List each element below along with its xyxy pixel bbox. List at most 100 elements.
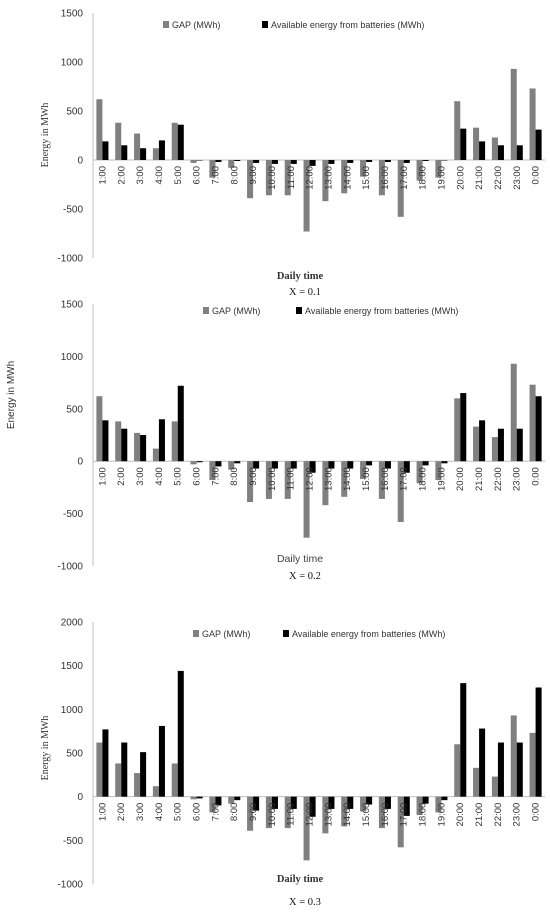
x-tick-label: 1:00 (97, 467, 108, 486)
bar-battery (516, 428, 523, 462)
bar-gap (435, 796, 442, 813)
legend-label-gap: GAP (MWh) (202, 629, 250, 639)
bar-battery (290, 160, 297, 164)
bar-gap (473, 127, 480, 160)
x-tick-label: 14:00 (342, 467, 353, 491)
x-tick-label: 1:00 (97, 166, 108, 185)
bar-battery (196, 160, 203, 161)
y-tick-label: -1000 (57, 562, 83, 573)
bar-battery (121, 428, 128, 462)
legend-swatch-gap (193, 630, 199, 637)
x-tick-label: 4:00 (154, 166, 165, 185)
bar-gap (416, 160, 423, 181)
x-tick-label: 7:00 (210, 467, 221, 486)
y-tick-label: 1500 (61, 300, 84, 311)
bar-gap (341, 461, 348, 497)
x-tick-label: 15:00 (361, 803, 372, 827)
y-tick-label: 1500 (61, 661, 84, 672)
y-tick-label: 1000 (61, 58, 84, 69)
bar-battery (328, 796, 335, 809)
bar-gap (454, 744, 461, 797)
x-tick-label: 2:00 (116, 803, 127, 822)
bar-battery (460, 683, 467, 797)
bar-battery (140, 435, 147, 462)
x-tick-label: 20:00 (455, 803, 466, 827)
bar-gap (529, 88, 536, 160)
bar-gap (247, 160, 254, 199)
x-tick-label: 14:00 (342, 803, 353, 827)
legend-label-gap: GAP (MWh) (172, 20, 220, 30)
y-tick-label: 0 (77, 156, 83, 167)
y-tick-label: 1500 (61, 9, 84, 20)
bar-gap (378, 160, 385, 196)
bar-battery (177, 670, 184, 797)
bar-battery (309, 160, 316, 166)
bar-battery (234, 796, 241, 801)
bar-gap (322, 796, 329, 834)
bar-battery (158, 725, 165, 797)
x-tick-label: 0:00 (531, 467, 542, 486)
bar-gap (454, 398, 461, 462)
x-tick-label: 21:00 (474, 166, 485, 190)
bar-gap (96, 396, 103, 462)
bar-battery (140, 148, 147, 160)
y-tick-label: 500 (66, 107, 83, 118)
bar-battery (158, 140, 165, 160)
bar-battery (366, 461, 373, 466)
bar-gap (322, 160, 329, 202)
x-tick-label: 16:00 (380, 803, 391, 827)
x-tick-label: 8:00 (229, 467, 240, 486)
y-axis-title: Energy in MWh (40, 103, 51, 168)
x-tick-label: 18:00 (418, 803, 429, 827)
x-tick-label: 13:00 (323, 803, 334, 827)
bar-battery (441, 160, 448, 161)
x-tick-label: 4:00 (154, 467, 165, 486)
bar-gap (510, 363, 517, 462)
bar-gap (360, 461, 367, 480)
x-axis-title: Daily time (277, 271, 324, 282)
bar-gap (247, 796, 254, 831)
bar-battery (102, 141, 109, 160)
x-tick-label: 15:00 (361, 166, 372, 190)
y-tick-label: 0 (77, 792, 83, 803)
y-tick-label: 500 (66, 404, 83, 415)
x-tick-label: 12:00 (305, 803, 316, 827)
y-axis-title: Energy in MWh (40, 716, 51, 781)
bar-gap (360, 796, 367, 812)
chart-caption: X = 0.2 (289, 571, 321, 582)
bar-gap (341, 160, 348, 194)
x-tick-label: 14:00 (342, 166, 353, 190)
legend-label-battery: Available energy from batteries (MWh) (305, 306, 458, 316)
x-tick-label: 22:00 (493, 803, 504, 827)
bar-gap (284, 461, 291, 499)
x-tick-label: 5:00 (173, 166, 184, 185)
bar-battery (497, 742, 504, 797)
bar-battery (384, 461, 391, 469)
bar-battery (309, 461, 316, 473)
y-tick-label: -500 (63, 509, 83, 520)
x-tick-label: 19:00 (436, 166, 447, 190)
y-tick-label: -1000 (57, 880, 83, 891)
y-tick-label: -500 (63, 205, 83, 216)
bar-battery (196, 461, 203, 463)
legend-swatch-gap (203, 307, 209, 314)
bar-gap (435, 160, 442, 178)
bar-gap (529, 384, 536, 462)
bar-gap (190, 796, 197, 800)
bar-battery (290, 796, 297, 809)
bar-gap (265, 796, 272, 829)
bar-battery (253, 796, 260, 811)
bar-gap (341, 796, 348, 827)
bar-gap (416, 461, 423, 484)
bar-battery (290, 461, 297, 469)
bar-battery (479, 420, 486, 462)
x-tick-label: 9:00 (248, 467, 259, 486)
x-tick-label: 22:00 (493, 166, 504, 190)
bar-battery (347, 796, 354, 809)
bar-gap (397, 160, 404, 217)
bar-gap (435, 461, 442, 481)
bar-gap (134, 133, 141, 160)
x-tick-label: 21:00 (474, 467, 485, 491)
bar-gap (397, 796, 404, 848)
bar-gap (265, 461, 272, 499)
